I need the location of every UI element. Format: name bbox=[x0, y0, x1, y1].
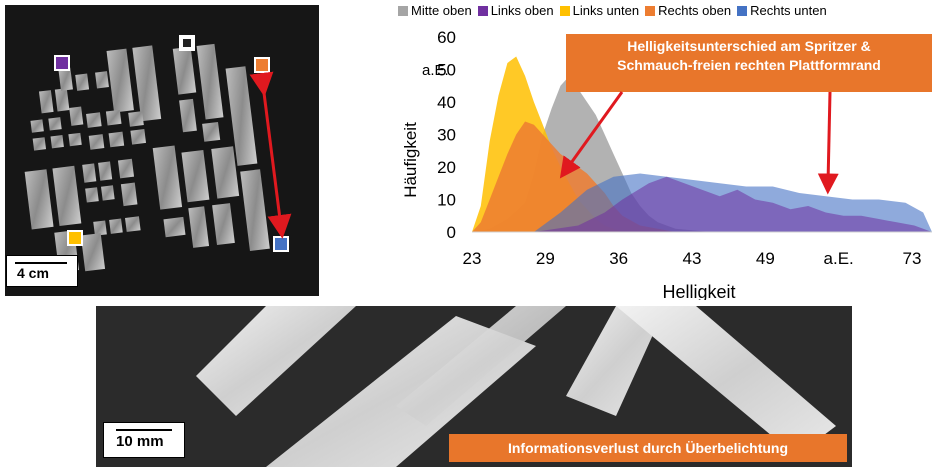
closeup-parts-drawing bbox=[196, 306, 836, 467]
x-tick-label: 23 bbox=[463, 249, 482, 268]
x-tick-label: 43 bbox=[683, 249, 702, 268]
legend-label: Rechts oben bbox=[658, 3, 732, 18]
scale-bar-top: 4 cm bbox=[6, 255, 78, 287]
legend-item: Mitte oben bbox=[398, 3, 472, 18]
x-tick-label: 73 bbox=[903, 249, 922, 268]
x-tick-label: 49 bbox=[756, 249, 775, 268]
red-double-arrow bbox=[249, 71, 292, 239]
bottom-callout-text: Informationsverlust durch Überbelichtung bbox=[507, 440, 789, 456]
y-tick-label: 60 bbox=[437, 28, 456, 47]
y-axis-label: Häufigkeit bbox=[401, 122, 420, 198]
y-tick-label: 0 bbox=[447, 223, 456, 242]
x-axis-label: Helligkeit bbox=[662, 282, 735, 300]
chart-callout: Helligkeitsunterschied am Spritzer & Sch… bbox=[566, 34, 932, 92]
legend-swatch bbox=[398, 5, 408, 16]
legend-label: Links oben bbox=[490, 3, 554, 18]
x-tick-label: a.E. bbox=[824, 249, 854, 268]
marker-links-oben bbox=[54, 55, 70, 71]
legend-item: Links unten bbox=[559, 3, 640, 18]
legend-swatch bbox=[737, 5, 748, 16]
x-tick-label: 36 bbox=[609, 249, 628, 268]
platform-overview-photo: 4 cm bbox=[5, 5, 319, 296]
bottom-callout: Informationsverlust durch Überbelichtung bbox=[449, 434, 847, 462]
x-tick-label: 29 bbox=[536, 249, 555, 268]
y-tick-label: 10 bbox=[437, 191, 456, 210]
legend-item: Rechts unten bbox=[737, 3, 827, 18]
chart-legend: Mitte oben Links oben Links unten Rechts ob… bbox=[398, 3, 827, 18]
legend-label: Mitte oben bbox=[411, 3, 472, 18]
y-tick-label: 30 bbox=[437, 126, 456, 145]
y-tick-label: 50 bbox=[437, 61, 456, 80]
marker-links-unten bbox=[67, 230, 83, 246]
legend-item: Rechts oben bbox=[645, 3, 731, 18]
legend-swatch bbox=[645, 5, 656, 16]
y-tick-label: 20 bbox=[437, 158, 456, 177]
chart-callout-line2: Schmauch-freien rechten Plattformrand bbox=[617, 57, 881, 73]
legend-label: Rechts unten bbox=[750, 3, 827, 18]
y-axis-unit: a.E. bbox=[422, 62, 449, 79]
marker-mitte-oben bbox=[179, 35, 195, 51]
legend-swatch bbox=[559, 5, 570, 16]
y-tick-label: 40 bbox=[437, 93, 456, 112]
area-series-links-oben bbox=[533, 176, 932, 232]
chart-callout-line1: Helligkeitsunterschied am Spritzer & bbox=[627, 38, 871, 54]
closeup-photo: 10 mm Informationsverlust durch Überbeli… bbox=[96, 306, 852, 467]
scale-label-bottom: 10 mm bbox=[116, 433, 164, 450]
scale-bar-bottom: 10 mm bbox=[103, 422, 185, 458]
scale-label-top: 4 cm bbox=[17, 265, 49, 281]
legend-label: Links unten bbox=[572, 3, 640, 18]
legend-item: Links oben bbox=[477, 3, 554, 18]
legend-swatch bbox=[477, 5, 488, 16]
